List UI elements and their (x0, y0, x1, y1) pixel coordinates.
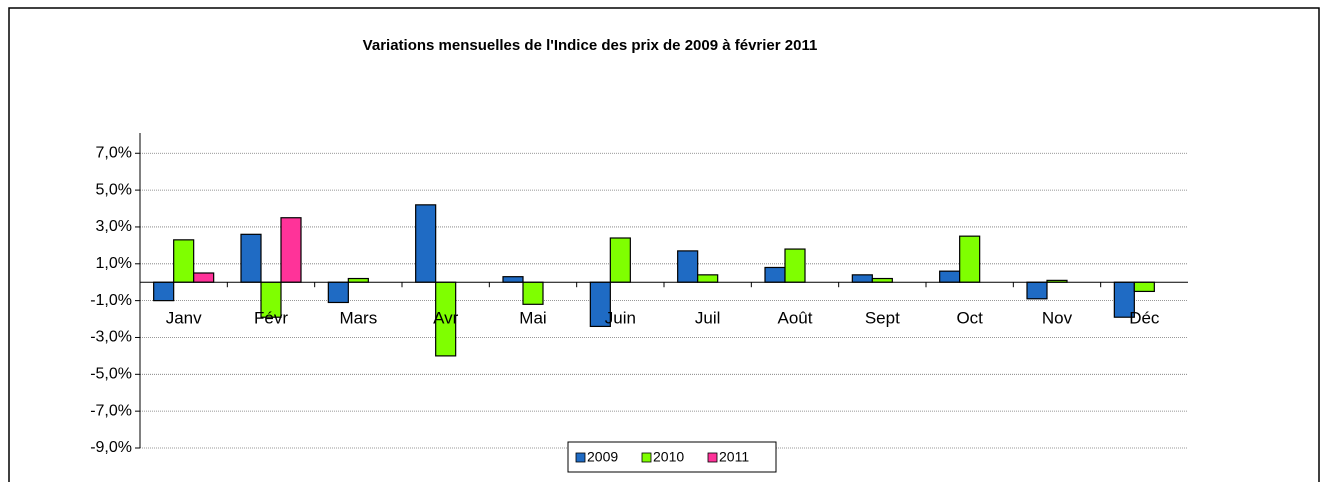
x-tick-label: Juin (605, 308, 636, 327)
bar (193, 272, 215, 283)
x-tick-label: Févr (254, 308, 288, 327)
chart-title: Variations mensuelles de l'Indice des pr… (363, 37, 818, 54)
x-tick-label: Juil (695, 308, 721, 327)
legend-label: 2010 (653, 449, 684, 465)
x-tick-label: Mai (519, 308, 546, 327)
x-tick-label: Août (778, 308, 813, 327)
bar (939, 270, 961, 283)
x-tick-label: Nov (1042, 308, 1073, 327)
x-tick-label: Avr (433, 308, 459, 327)
bar (173, 239, 195, 283)
bar (871, 277, 893, 283)
bar (851, 274, 873, 283)
y-tick-label: 5,0% (96, 181, 132, 198)
bar (609, 237, 631, 283)
bar (764, 266, 786, 283)
x-tick-label: Oct (956, 308, 983, 327)
x-tick-label: Déc (1129, 308, 1160, 327)
bar (677, 250, 699, 283)
legend-box (567, 441, 777, 473)
bar (784, 248, 806, 283)
bar (327, 281, 349, 304)
legend-swatch (641, 452, 652, 463)
legend: 2009 2010 2011 (567, 441, 777, 473)
legend-label: 2009 (587, 449, 618, 465)
y-tick-label: -5,0% (90, 366, 132, 383)
bar (240, 233, 262, 283)
bar (153, 281, 175, 302)
bar (959, 235, 981, 283)
y-tick-label: 7,0% (96, 144, 132, 161)
y-tick-label: -7,0% (90, 402, 132, 419)
bar (1133, 281, 1155, 293)
chart-border (8, 7, 1320, 482)
bar (697, 274, 719, 283)
y-tick-label: -9,0% (90, 439, 132, 456)
bar (347, 277, 369, 283)
legend-swatch (575, 452, 586, 463)
bar (280, 217, 302, 283)
legend-label: 2011 (719, 449, 749, 465)
y-tick-label: 1,0% (96, 255, 132, 272)
x-tick-label: Sept (865, 308, 900, 327)
y-tick-label: -3,0% (90, 329, 132, 346)
x-tick-label: Janv (166, 308, 202, 327)
bar (415, 204, 437, 283)
bar (522, 281, 544, 305)
bar (502, 276, 524, 283)
y-tick-label: -1,0% (90, 292, 132, 309)
legend-swatch (707, 452, 718, 463)
bar (1026, 281, 1048, 300)
x-tick-label: Mars (339, 308, 377, 327)
y-tick-label: 3,0% (96, 218, 132, 235)
